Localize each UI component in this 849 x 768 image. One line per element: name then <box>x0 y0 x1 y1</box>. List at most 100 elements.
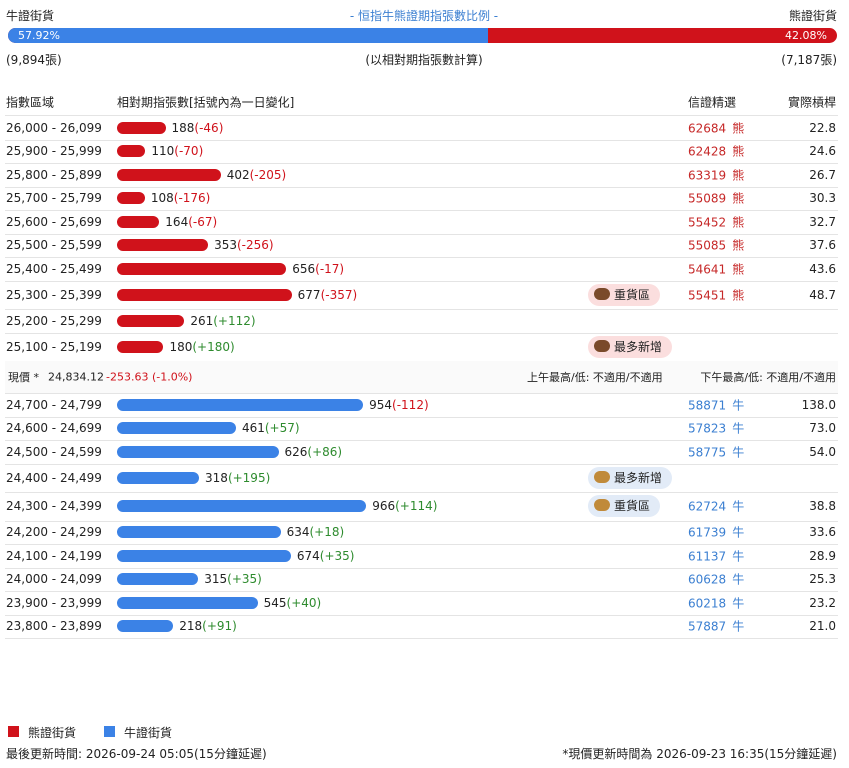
code: 55451 <box>688 288 727 303</box>
code: 63319 <box>688 168 727 183</box>
bull-count: (9,894張) <box>6 53 62 67</box>
contracts: 966 <box>372 499 396 514</box>
bar-label: 626(+86) <box>285 445 343 459</box>
warrant-link[interactable]: 58871 牛 <box>688 396 744 413</box>
warrant-link[interactable]: 60218 牛 <box>688 594 744 611</box>
kind: 熊 <box>732 262 745 277</box>
change: (+112) <box>213 313 256 328</box>
range: 25,200 - 25,299 <box>6 313 102 328</box>
warrant-link[interactable]: 55451 熊 <box>688 286 744 303</box>
kind: 熊 <box>732 168 745 183</box>
contracts: 634 <box>286 525 310 540</box>
range: 25,600 - 25,699 <box>6 214 102 229</box>
am-range: 上午最高/低: 不適用/不適用 <box>527 371 663 384</box>
code: 61137 <box>688 549 727 564</box>
range: 26,000 - 26,099 <box>6 120 102 135</box>
bar <box>117 288 292 301</box>
change: (-205) <box>249 167 287 182</box>
warrant-link[interactable]: 63319 熊 <box>688 166 744 183</box>
row: 25,100 - 25,199 180(+180) 最多新增 <box>5 333 838 362</box>
contracts: 545 <box>263 595 287 610</box>
bar-label: 402(-205) <box>227 168 287 182</box>
change: (-357) <box>320 287 358 302</box>
bar-label: 218(+91) <box>179 619 237 633</box>
bar <box>117 422 236 435</box>
range: 24,000 - 24,099 <box>6 572 102 587</box>
column: 實際槓桿 <box>787 95 836 109</box>
row: 24,200 - 24,299 634(+18) 61739 牛 33.6 <box>5 521 838 545</box>
current-label: 現價 * <box>8 371 39 384</box>
warrant-link[interactable]: 62684 熊 <box>688 119 744 136</box>
title: - 恒指牛熊證期指張數比例 - <box>349 9 499 23</box>
leverage: 138.0 <box>801 397 836 412</box>
kind: 熊 <box>732 121 745 136</box>
code: 55089 <box>688 191 727 206</box>
warrant-link[interactable]: 61137 牛 <box>688 547 744 564</box>
leverage: 73.0 <box>809 421 836 436</box>
contracts: 180 <box>169 339 193 354</box>
bar <box>117 145 146 158</box>
code: 55452 <box>688 215 727 230</box>
bull-ratio <box>8 28 489 43</box>
kind: 熊 <box>732 288 745 303</box>
badge: 重貨區 <box>588 283 661 306</box>
range: 24,600 - 24,699 <box>6 421 102 436</box>
badge-icon <box>594 470 610 483</box>
row: 25,200 - 25,299 261(+112) <box>5 309 838 334</box>
column-header: 指數區域 相對期指張數[括號內為一日變化] 信證精選 實際槓桿 <box>5 88 838 116</box>
warrant-link[interactable]: 57887 牛 <box>688 618 744 635</box>
bar-label: 656(-17) <box>292 262 344 276</box>
warrant-link[interactable]: 61739 牛 <box>688 524 744 541</box>
contracts: 954 <box>369 397 393 412</box>
badge: 重貨區 <box>588 495 661 518</box>
badge-icon <box>594 339 610 352</box>
row: 23,900 - 23,999 545(+40) 60218 牛 23.2 <box>5 591 838 616</box>
row: 24,000 - 24,099 315(+35) 60628 牛 25.3 <box>5 568 838 592</box>
bar <box>117 340 164 353</box>
bar <box>117 445 279 458</box>
bull-pct: 57.92% <box>18 29 60 42</box>
contracts: 353 <box>214 238 237 253</box>
bar-label: 318(+195) <box>205 471 270 485</box>
leverage: 54.0 <box>809 444 836 459</box>
bar <box>117 526 281 539</box>
kind: 牛 <box>732 421 745 436</box>
warrant-link[interactable]: 55085 熊 <box>688 237 744 254</box>
code: 55085 <box>688 238 727 253</box>
warrant-link[interactable]: 62428 熊 <box>688 143 744 160</box>
row: 25,400 - 25,499 656(-17) 54641 熊 43.6 <box>5 257 838 282</box>
contracts: 315 <box>204 572 228 587</box>
badge-icon <box>594 287 610 300</box>
kind: 牛 <box>732 398 745 413</box>
price-updated: *現價更新時間為 2026-09-23 16:35(15分鐘延遲) <box>562 747 837 761</box>
warrant-link[interactable]: 58775 牛 <box>688 443 744 460</box>
bar <box>117 471 200 484</box>
warrant-link[interactable]: 62724 牛 <box>688 498 744 515</box>
warrant-link[interactable]: 54641 熊 <box>688 260 744 277</box>
legend-swatch <box>104 726 115 737</box>
leverage: 30.3 <box>809 191 836 206</box>
row: 25,800 - 25,899 402(-205) 63319 熊 26.7 <box>5 163 838 188</box>
range: 25,400 - 25,499 <box>6 261 102 276</box>
warrant-link[interactable]: 55089 熊 <box>688 190 744 207</box>
bar-label: 966(+114) <box>372 499 437 513</box>
kind: 牛 <box>732 572 745 587</box>
row: 24,400 - 24,499 318(+195) 最多新增 <box>5 464 838 493</box>
current-price: 24,834.12 <box>48 370 104 384</box>
range: 24,500 - 24,599 <box>6 444 102 459</box>
bar <box>117 398 364 411</box>
note: (以相對期指張數計算) <box>365 53 483 67</box>
warrant-link[interactable]: 60628 牛 <box>688 571 744 588</box>
warrant-link[interactable]: 55452 熊 <box>688 213 744 230</box>
contracts: 402 <box>226 167 250 182</box>
badge-text: 重貨區 <box>614 499 651 514</box>
badge-icon <box>594 499 610 512</box>
change: (-112) <box>392 397 429 412</box>
change: (+35) <box>227 572 262 587</box>
leverage: 23.2 <box>809 595 836 610</box>
row: 25,500 - 25,599 353(-256) 55085 熊 37.6 <box>5 234 838 258</box>
range: 23,900 - 23,999 <box>6 595 102 610</box>
warrant-link[interactable]: 57823 牛 <box>688 420 744 437</box>
code: 57887 <box>688 619 727 634</box>
